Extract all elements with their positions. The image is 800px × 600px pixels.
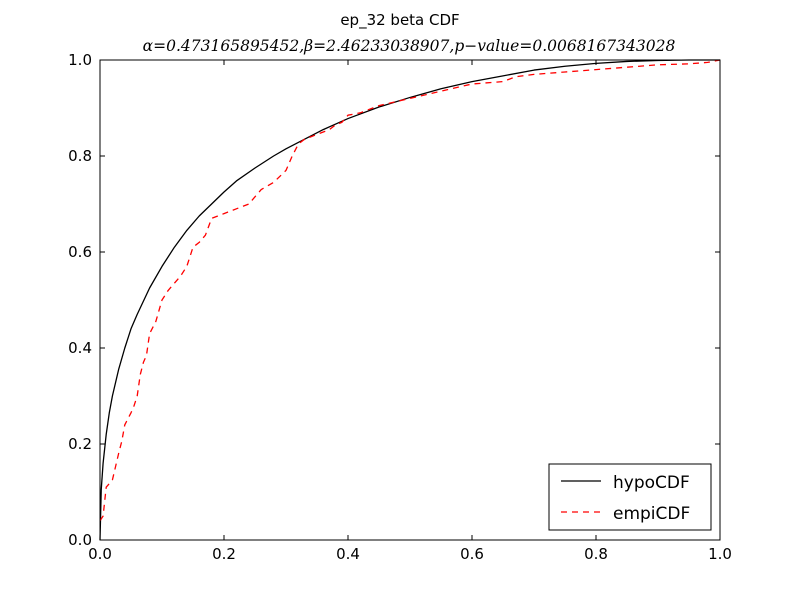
x-tick-label: 0.4: [336, 545, 360, 563]
x-tick-label: 0.0: [88, 545, 112, 563]
x-tick-label: 1.0: [708, 545, 732, 563]
y-tick-label: 0.8: [68, 147, 92, 165]
legend: hypoCDF empiCDF: [548, 463, 712, 531]
y-tick-label: 1.0: [68, 51, 92, 69]
legend-label-empicdf: empiCDF: [613, 504, 690, 524]
y-tick-label: 0.6: [68, 243, 92, 261]
axes-frame: [99, 59, 721, 541]
series-line-empicdf: [99, 59, 721, 522]
x-tick-label: 0.2: [212, 545, 236, 563]
y-tick-label: 0.2: [68, 435, 92, 453]
legend-box: [548, 463, 712, 531]
y-axis: 0.0 0.2 0.4 0.6 0.8 1.0: [68, 51, 720, 549]
x-tick-label: 0.6: [460, 545, 484, 563]
y-tick-label: 0.4: [68, 339, 92, 357]
legend-label-hypocdf: hypoCDF: [613, 473, 690, 493]
series-layer: [99, 59, 721, 541]
y-tick-label: 0.0: [68, 531, 92, 549]
chart-subtitle: α=0.473165895452,β=2.46233038907,p−value…: [143, 37, 676, 55]
series-line-hypocdf: [99, 59, 720, 541]
chart-title: ep_32 beta CDF: [340, 11, 459, 30]
x-tick-label: 0.8: [584, 545, 608, 563]
